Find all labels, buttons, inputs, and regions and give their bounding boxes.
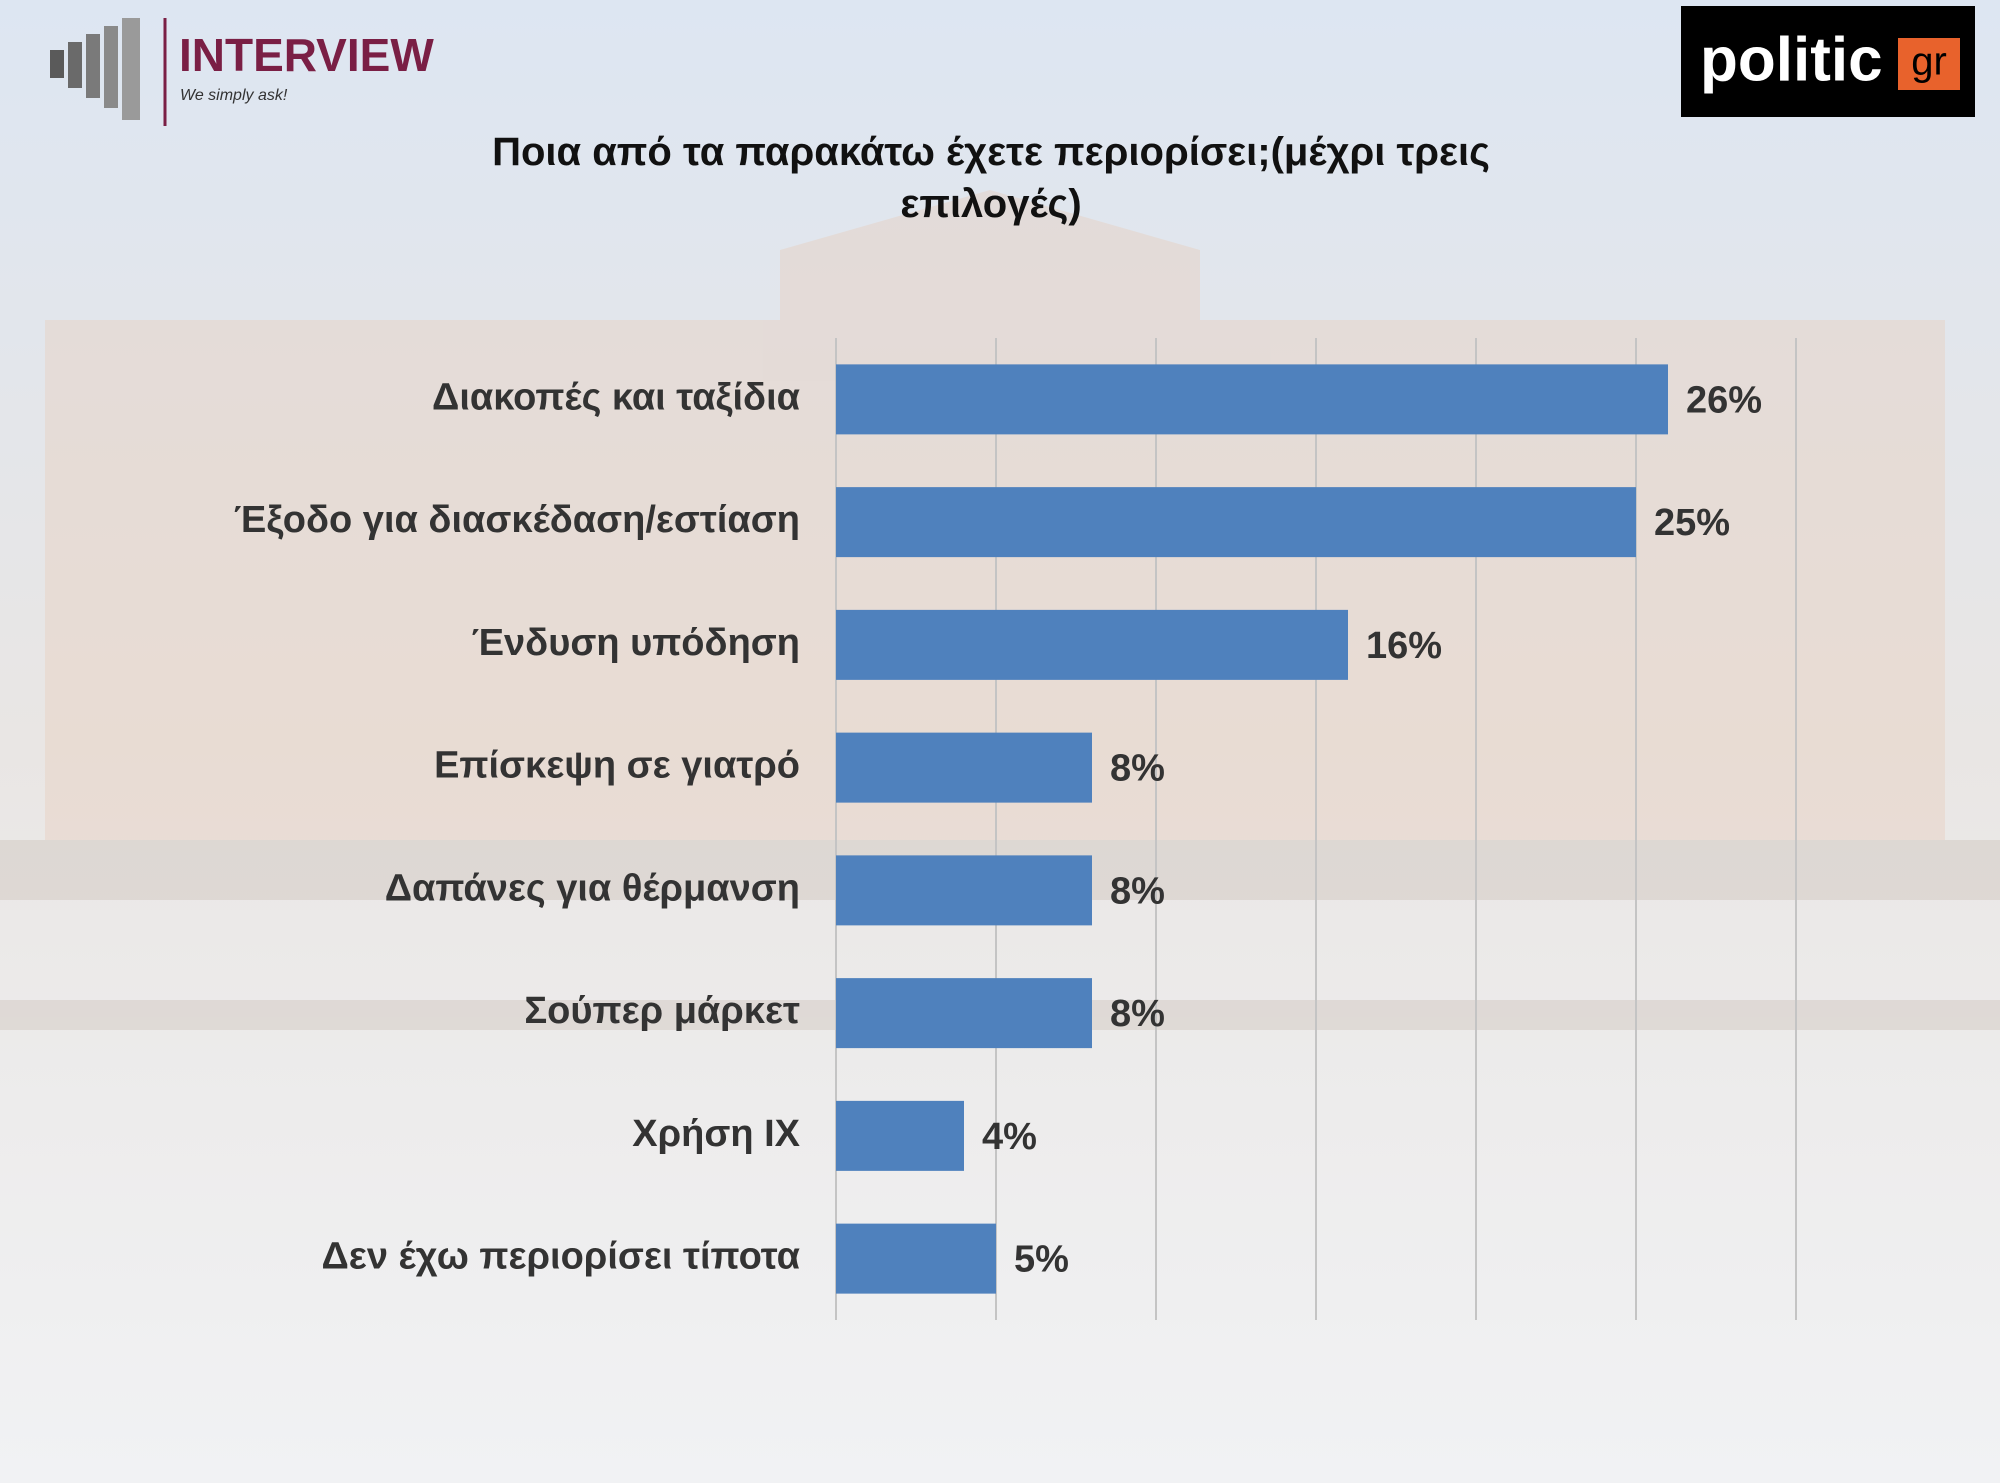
category-label: Διακοπές και ταξίδια [432, 376, 800, 418]
value-label: 8% [1110, 748, 1165, 790]
value-label: 25% [1654, 502, 1730, 544]
value-label: 4% [982, 1116, 1037, 1158]
bar [836, 364, 1668, 435]
bar [836, 732, 1092, 803]
category-label: Δαπάνες για θέρμανση [385, 867, 800, 909]
interview-logo: INTERVIEW We simply ask! [50, 18, 434, 126]
chart-title: Ποια από τα παρακάτω έχετε περιορίσει;(μ… [492, 130, 1490, 226]
bar [836, 978, 1092, 1049]
partner-suffix: gr [1911, 40, 1947, 84]
category-label: Σούπερ μάρκετ [524, 990, 800, 1032]
value-label: 26% [1686, 379, 1762, 421]
value-label: 5% [1014, 1239, 1069, 1281]
category-label: Δεν έχω περιορίσει τίποτα [321, 1236, 800, 1278]
bar [836, 855, 1092, 926]
partner: politic [1700, 25, 1883, 94]
bar [836, 1100, 964, 1171]
value-label: 8% [1110, 993, 1165, 1035]
politic-logo: politic gr [1681, 6, 1975, 117]
bar [836, 609, 1348, 680]
tagline: We simply ask! [180, 87, 288, 104]
bar [836, 487, 1636, 558]
brand: INTERVIEW [179, 29, 434, 81]
category-label: Χρήση ΙΧ [632, 1113, 800, 1155]
category-label: Έξοδο για διασκέδαση/εστίαση [234, 499, 800, 541]
value-label: 16% [1366, 625, 1442, 667]
bar [836, 1223, 996, 1294]
category-label: Ένδυση υπόδηση [472, 622, 800, 664]
value-label: 8% [1110, 870, 1165, 912]
category-label: Επίσκεψη σε γιατρό [434, 745, 800, 787]
